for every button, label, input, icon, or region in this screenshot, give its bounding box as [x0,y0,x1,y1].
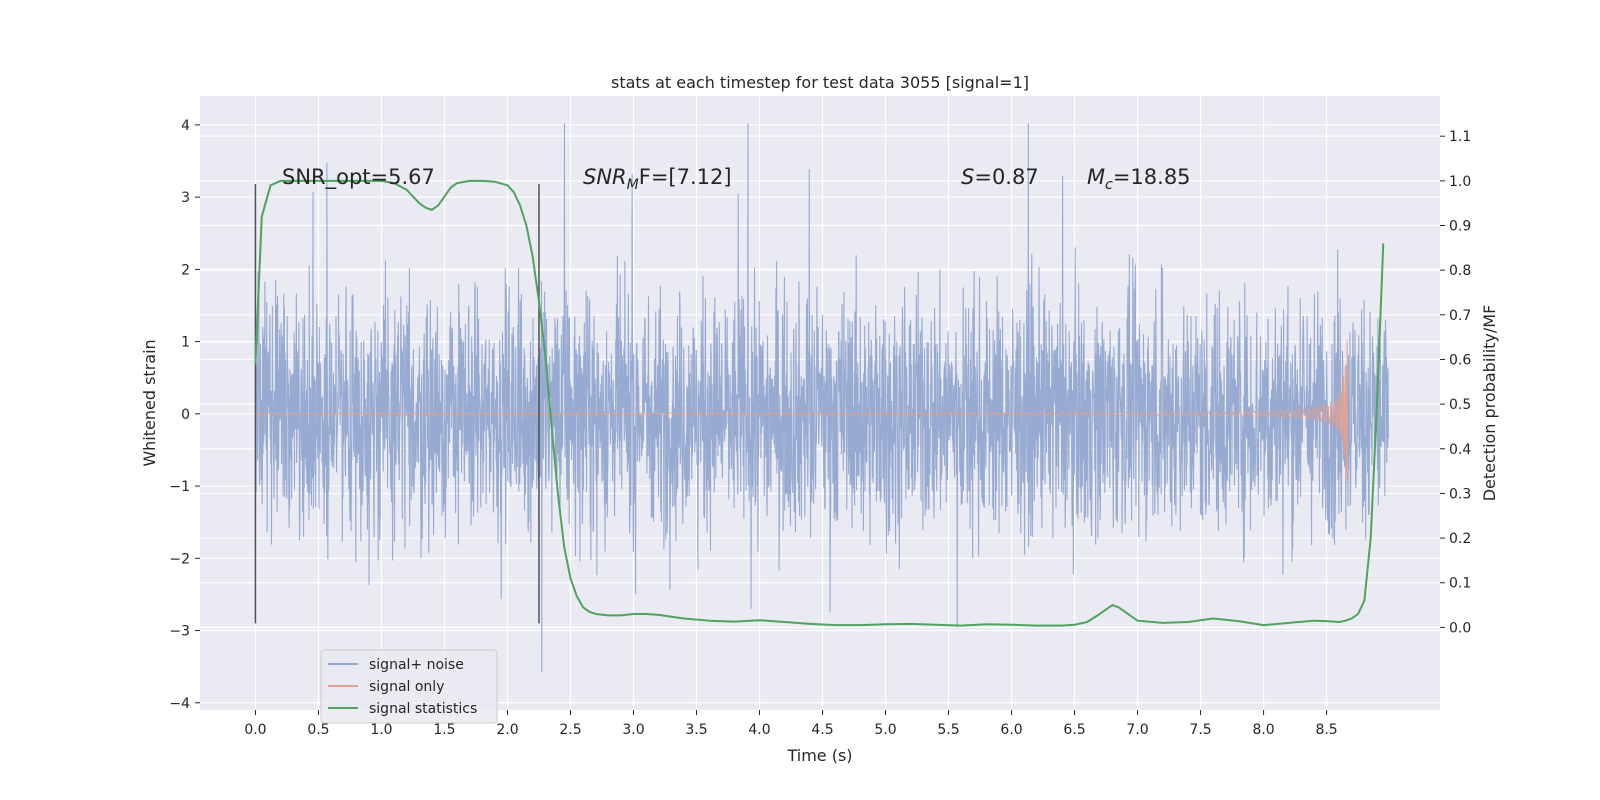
x-tick-label: 1.5 [433,722,455,738]
annotation-snr-opt: SNR_opt=5.67 [282,165,435,190]
chart-title: stats at each timestep for test data 305… [611,73,1029,92]
x-tick-label: 4.0 [748,722,770,738]
x-tick-label: 2.0 [496,722,518,738]
y2-tick-label: 1.0 [1449,174,1471,190]
y-tick-label: −4 [169,696,190,712]
legend-box [320,649,498,724]
y2-tick-label: 0.7 [1449,308,1471,324]
y2-tick-label: 0.8 [1449,263,1471,279]
y2-tick-label: 0.5 [1449,397,1471,413]
y-tick-label: 3 [181,190,190,206]
legend-label-signal: signal only [369,679,444,695]
x-tick-label: 7.5 [1189,722,1211,738]
x-tick-label: 5.5 [937,722,959,738]
signal-only-line [255,339,1349,483]
x-tick-label: 2.5 [559,722,581,738]
signal-plus-noise-line [254,123,1389,673]
y2-axis-label: Detection probability/MF [1480,305,1499,502]
y2-tick-label: 0.2 [1449,531,1471,547]
signal-statistics-series [254,179,1385,627]
y2-tick-label: 0.3 [1449,486,1471,502]
y2-tick-label: 0.0 [1449,620,1471,636]
x-tick-label: 7.0 [1126,722,1148,738]
y-tick-label: −3 [169,624,190,640]
x-tick-label: 0.0 [244,722,266,738]
y2-tick-label: 0.1 [1449,576,1471,592]
x-tick-label: 3.5 [685,722,707,738]
annotation-mc: Mc=18.85 [1087,165,1191,193]
y-tick-label: −2 [169,551,190,567]
legend-label-noise: signal+ noise [369,657,464,673]
annotation-s: S=0.87 [961,165,1039,189]
legend-label-stats: signal statistics [369,701,477,717]
x-tick-label: 6.5 [1063,722,1085,738]
signal-statistics-line [254,179,1385,627]
signal-plus-noise-series [254,123,1389,673]
x-tick-label: 8.5 [1315,722,1337,738]
x-tick-label: 4.5 [811,722,833,738]
y-tick-label: 0 [181,407,190,423]
signal-only-series [255,339,1349,483]
y-tick-label: −1 [169,479,190,495]
x-tick-label: 1.0 [370,722,392,738]
x-tick-label: 3.0 [622,722,644,738]
vertical-markers [254,184,540,624]
x-tick-label: 8.0 [1252,722,1274,738]
y-tick-label: 4 [181,118,190,134]
y-tick-label: 1 [181,335,190,351]
x-tick-label: 6.0 [1000,722,1022,738]
y2-tick-label: 1.1 [1449,129,1471,145]
annotation-snr-mf: SNRMF=[7.12] [583,165,732,193]
x-tick-label: 5.0 [874,722,896,738]
legend: signal+ noise signal only signal statist… [320,649,498,724]
x-tick-label: 0.5 [307,722,329,738]
axis-ticks: 0.0 0.5 1.0 1.5 2.0 2.5 3.0 3.5 4.0 4.5 5.0 5.5 6.0 6… [169,118,1471,738]
y2-tick-label: 0.4 [1449,442,1471,458]
y2-tick-label: 0.6 [1449,352,1471,368]
x-axis-label: Time (s) [786,746,852,765]
y-axis-label: Whitened strain [140,339,159,466]
y2-tick-label: 0.9 [1449,218,1471,234]
y-tick-label: 2 [181,262,190,278]
